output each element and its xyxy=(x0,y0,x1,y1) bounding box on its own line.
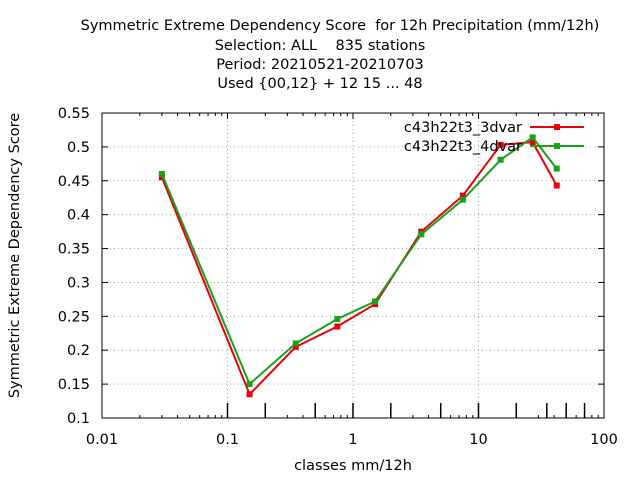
y-tick-label: 0.55 xyxy=(58,106,90,122)
data-point-c43h22t3_4dvar xyxy=(158,171,165,177)
chart-title-line-4: Used {00,12} + 12 15 ... 48 xyxy=(217,76,423,92)
data-point-c43h22t3_4dvar xyxy=(372,298,379,305)
data-point-c43h22t3_4dvar xyxy=(334,316,341,323)
series-line-c43h22t3_3dvar xyxy=(160,141,558,397)
chart-title-line-1: Symmetric Extreme Dependency Score for 1… xyxy=(80,18,600,34)
data-point-c43h22t3_4dvar xyxy=(246,381,253,388)
y-tick-label: 0.1 xyxy=(67,411,90,427)
data-point-c43h22t3_3dvar xyxy=(497,141,504,148)
legend-label: c43h22t3_4dvar xyxy=(404,139,522,155)
y-tick-label: 0.35 xyxy=(58,242,90,258)
y-tick-label: 0.4 xyxy=(67,208,90,224)
y-axis-label: Symmetric Extreme Dependency Score xyxy=(7,113,23,398)
data-point-c43h22t3_3dvar xyxy=(158,174,165,181)
chart-title-line-3: Period: 20210521-20210703 xyxy=(216,57,424,73)
legend: c43h22t3_3dvar c43h22t3_4dvar xyxy=(404,120,584,155)
legend-marker xyxy=(554,124,560,130)
plot-frame xyxy=(101,112,605,419)
legend-marker xyxy=(554,143,560,149)
y-tick-label: 0.3 xyxy=(67,275,90,291)
series-line-c43h22t3_4dvar xyxy=(160,136,558,386)
data-point-c43h22t3_3dvar xyxy=(292,343,299,350)
axis-ticks: 0.1 0.15 0.2 0.25 0.3 0.35 0.4 0.45 0.5 0.55 0.01 0… xyxy=(58,106,618,448)
y-tick-label: 0.45 xyxy=(58,174,90,190)
y-tick-label: 0.15 xyxy=(58,377,90,393)
data-point-c43h22t3_4dvar xyxy=(459,196,466,203)
data-point-c43h22t3_3dvar xyxy=(529,139,536,146)
data-point-c43h22t3_3dvar xyxy=(459,192,466,199)
y-tick-label: 0.2 xyxy=(67,343,90,359)
data-point-c43h22t3_3dvar xyxy=(553,182,560,189)
data-point-c43h22t3_3dvar xyxy=(334,323,341,330)
data-point-c43h22t3_3dvar xyxy=(246,391,253,398)
x-tick-label: 0.1 xyxy=(216,432,239,448)
x-tick-label: 0.01 xyxy=(86,432,118,448)
data-point-c43h22t3_4dvar xyxy=(418,231,425,238)
data-point-c43h22t3_4dvar xyxy=(497,156,504,163)
legend-label: c43h22t3_3dvar xyxy=(404,120,522,136)
data-point-c43h22t3_4dvar xyxy=(529,134,536,141)
x-tick-label: 1 xyxy=(348,432,357,448)
x-axis-label: classes mm/12h xyxy=(294,458,412,474)
y-tick-label: 0.5 xyxy=(67,140,90,156)
x-tick-label: 100 xyxy=(590,432,618,448)
grid xyxy=(102,113,604,418)
series-lines xyxy=(158,134,560,398)
data-point-c43h22t3_4dvar xyxy=(292,340,299,347)
data-point-c43h22t3_4dvar xyxy=(553,165,560,172)
y-tick-label: 0.25 xyxy=(58,309,90,325)
x-tick-label: 10 xyxy=(469,432,487,448)
chart-title-line-2: Selection: ALL 835 stations xyxy=(214,38,426,54)
